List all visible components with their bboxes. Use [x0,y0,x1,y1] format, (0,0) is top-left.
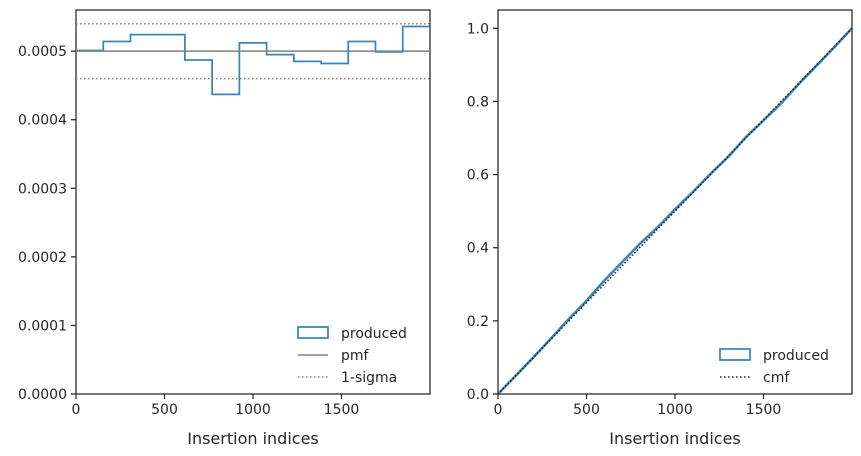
x-tick-label: 0 [72,402,81,418]
legend-swatch-produced [297,326,329,339]
y-tick-label: 0.0005 [18,44,67,60]
x-tick-label: 500 [151,402,178,418]
y-tick-label: 0.8 [467,94,489,110]
x-tick-label: 1000 [235,402,271,418]
x-tick-label: 1000 [657,402,693,418]
x-axis-label: Insertion indices [187,429,319,448]
y-tick-label: 0.0001 [18,318,67,334]
produced-cumulative-line [498,27,852,394]
y-tick-label: 0.4 [467,241,489,257]
y-tick-label: 0.0004 [18,113,67,129]
legend-label-cmf: cmf [763,370,790,386]
y-tick-label: 1.0 [467,21,489,37]
legend-label-1-sigma: 1-sigma [341,370,397,386]
legend-label-pmf: pmf [341,348,370,364]
x-axis-label: Insertion indices [609,429,741,448]
legend-label-produced: produced [763,348,829,364]
right-panel-cumulative: 0 500 1000 1500 0.0 0.2 0.4 0.6 0.8 1.0 Insertion … [467,9,853,448]
axes-frame [497,9,853,395]
left-panel-histogram: 0 500 1000 1500 0.0000 0.0001 0.0002 0.0003 0.00… [18,9,431,448]
produced-step-line [76,25,430,96]
legend-label-produced: produced [341,326,407,342]
cmf-line [498,27,852,394]
x-tick-label: 1500 [746,402,782,418]
legend: produced cmf [719,348,829,386]
y-tick-label: 0.6 [467,168,489,184]
y-tick-label: 0.0000 [18,387,67,403]
y-tick-label: 0.0 [467,387,489,403]
legend-swatch-produced [719,348,751,361]
y-tick-label: 0.0002 [18,250,67,266]
y-tick-label: 0.0003 [18,181,67,197]
plot-area [498,27,852,394]
x-tick-label: 500 [573,402,600,418]
plot-area [76,22,430,96]
x-tick-label: 1500 [324,402,360,418]
y-tick-label: 0.2 [467,314,489,330]
legend: produced pmf 1-sigma [297,326,407,386]
x-tick-label: 0 [494,402,503,418]
